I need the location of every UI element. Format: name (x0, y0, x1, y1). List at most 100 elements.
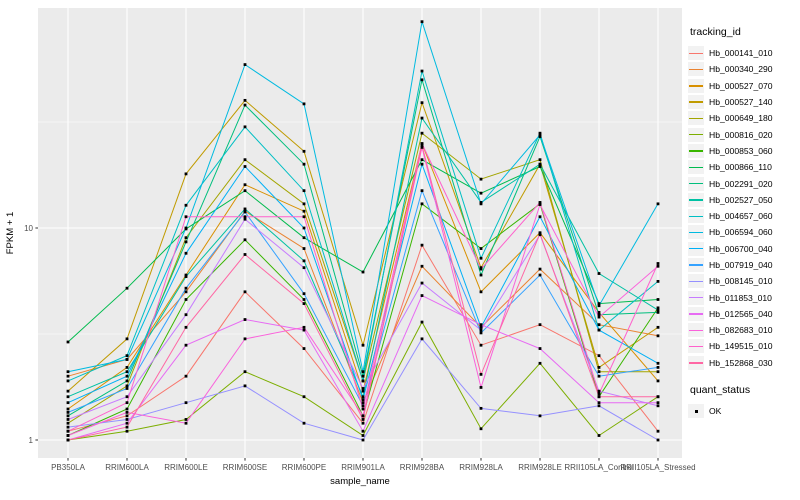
legend-item-Hb_000649_180: Hb_000649_180 (688, 110, 798, 126)
data-point (66, 407, 70, 411)
data-point (125, 387, 129, 390)
data-point (420, 78, 424, 82)
data-point (302, 347, 306, 350)
x-tick-label: RRIM928LE (518, 463, 562, 472)
legend-title: tracking_id (690, 26, 741, 38)
legend-item-Hb_000527_140: Hb_000527_140 (688, 94, 798, 110)
legend-item-Hb_008145_010: Hb_008145_010 (688, 273, 798, 289)
data-point (184, 298, 188, 301)
data-point (420, 264, 424, 268)
legend-item-label: Hb_149515_010 (709, 341, 773, 352)
data-point (597, 313, 601, 317)
legend-item-label: Hb_002527_050 (709, 194, 773, 205)
legend-key-swatch (688, 355, 704, 370)
data-point (66, 370, 70, 374)
data-point (184, 343, 188, 347)
data-point (420, 145, 424, 149)
data-point (597, 395, 601, 399)
legend-item-label: Hb_002291_020 (709, 178, 773, 189)
data-point (66, 421, 70, 425)
data-point (656, 264, 660, 268)
legend-item-Hb_000853_060: Hb_000853_060 (688, 143, 798, 159)
legend-item-Hb_012565_040: Hb_012565_040 (688, 306, 798, 322)
legend-key-line (689, 329, 703, 331)
data-point (243, 158, 247, 162)
data-point (656, 306, 660, 310)
legend-key-swatch (688, 241, 704, 256)
data-point (538, 203, 542, 206)
legend-key-swatch (688, 62, 704, 77)
data-point (184, 421, 188, 425)
data-point (420, 281, 424, 285)
legend-item-label: Hb_004657_060 (709, 211, 773, 222)
data-point (479, 201, 483, 204)
data-point (479, 266, 483, 270)
data-point (656, 262, 660, 265)
data-point (361, 429, 365, 433)
data-point (479, 256, 483, 260)
legend-key-line (689, 182, 703, 185)
data-point (184, 215, 188, 219)
data-point (479, 328, 483, 332)
data-point (656, 379, 660, 383)
data-point (66, 429, 70, 433)
data-point (597, 392, 601, 396)
data-point (479, 202, 483, 206)
data-point (184, 273, 188, 277)
legend-key-swatch (688, 46, 704, 61)
data-point (597, 370, 601, 374)
x-tick-label: RRIM928BA (400, 463, 445, 472)
legend-key-line (689, 362, 703, 364)
data-point (125, 366, 129, 369)
data-point (656, 366, 660, 369)
x-tick-label: RRIM928LA (459, 463, 503, 472)
data-point (243, 238, 247, 242)
legend-key-swatch (688, 258, 704, 272)
data-point (184, 275, 188, 278)
data-point (420, 116, 424, 120)
data-point (302, 247, 306, 250)
legend-item-label: Hb_000527_070 (709, 80, 773, 91)
data-point (302, 298, 306, 301)
data-point (184, 401, 188, 405)
data-point (479, 267, 483, 271)
data-point (302, 266, 306, 270)
data-point (125, 370, 129, 374)
legend-key-swatch (688, 95, 704, 110)
data-point (361, 414, 365, 418)
legend-key-line (689, 101, 703, 103)
quant-key-swatch (688, 404, 704, 419)
legend-item-label: Hb_006700_040 (709, 243, 773, 254)
legend-key-line (689, 215, 703, 217)
legend-key-line (689, 85, 703, 87)
data-point (243, 370, 247, 374)
data-point (125, 384, 129, 388)
data-point (66, 395, 70, 399)
data-point (656, 401, 660, 405)
legend-key-swatch (688, 111, 704, 126)
y-tick-label: 10 (24, 224, 33, 233)
data-point (184, 418, 188, 421)
data-point (361, 389, 365, 393)
data-point (420, 189, 424, 193)
legend-item-label: Hb_000816_020 (709, 129, 773, 140)
data-point (597, 328, 601, 332)
data-point (243, 103, 247, 107)
data-point (302, 215, 306, 219)
data-point (656, 279, 660, 283)
data-point (597, 272, 601, 275)
legend-key-line (689, 313, 703, 315)
data-point (66, 434, 70, 437)
data-point (361, 395, 365, 399)
data-point (66, 401, 70, 405)
data-point (125, 379, 129, 383)
legend-key-swatch (688, 225, 704, 240)
legend-item-Hb_002291_020: Hb_002291_020 (688, 175, 798, 191)
legend-key-swatch (688, 143, 704, 158)
data-point (656, 395, 660, 399)
data-point (361, 434, 365, 437)
legend-item-label: Hb_000141_010 (709, 48, 773, 59)
data-point (656, 370, 660, 374)
data-point (420, 162, 424, 166)
